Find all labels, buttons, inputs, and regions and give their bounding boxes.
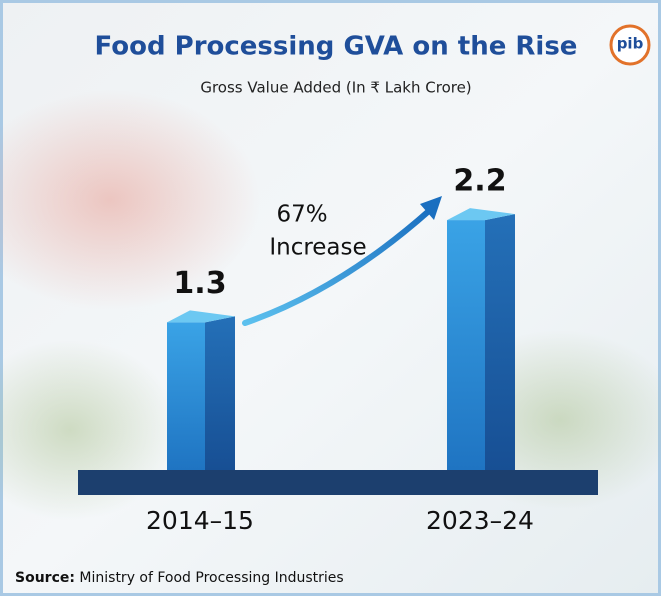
annotation: Increase bbox=[269, 235, 366, 261]
bar bbox=[447, 220, 485, 470]
logo bbox=[609, 24, 651, 66]
subtitle: Gross Value Added (In ₹ Lakh Crore) bbox=[200, 79, 471, 97]
arrow-head bbox=[420, 196, 442, 220]
source: Source: Ministry of Food Processing Indu… bbox=[15, 570, 344, 586]
source-text: Ministry of Food Processing Industries bbox=[79, 570, 343, 586]
bar-top bbox=[167, 310, 235, 323]
bar bbox=[167, 322, 205, 470]
annotation: 67% bbox=[276, 202, 327, 228]
baseline-platform bbox=[78, 470, 598, 495]
value-label: 1.3 bbox=[173, 266, 226, 301]
value-label: 2.2 bbox=[453, 164, 506, 199]
bar-top bbox=[447, 208, 515, 221]
bar-side bbox=[485, 214, 515, 470]
source-label: Source: bbox=[15, 570, 75, 586]
x-tick-label: 2023–24 bbox=[426, 506, 534, 535]
decor bbox=[0, 90, 260, 310]
x-tick-label: 2014–15 bbox=[146, 506, 254, 535]
chart-title: Food Processing GVA on the Rise bbox=[95, 32, 578, 62]
logo-text: pib bbox=[617, 35, 644, 53]
arrow bbox=[242, 207, 433, 326]
bar-side bbox=[205, 316, 235, 470]
